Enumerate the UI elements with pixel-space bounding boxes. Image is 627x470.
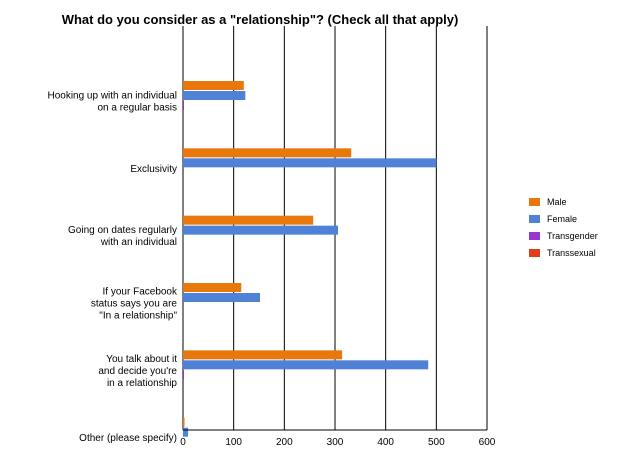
x-tick-label: 300 <box>327 437 344 448</box>
category-label: with an individual <box>100 237 177 248</box>
bar <box>183 293 261 302</box>
bar <box>183 81 244 90</box>
x-tick-label: 100 <box>225 437 242 448</box>
bar <box>183 370 185 380</box>
x-tick-label: 0 <box>180 437 186 448</box>
category-label: and decide you're <box>98 366 177 377</box>
bar <box>183 158 437 168</box>
bar <box>183 91 246 100</box>
bars-layer <box>183 81 437 437</box>
axis-layer: 0 100 200 300 400 500 600 Hooking up with an in… <box>47 91 495 449</box>
category-label: Going on dates regularly <box>68 225 177 236</box>
bar <box>183 417 185 427</box>
x-tick-label: 200 <box>276 437 293 448</box>
category-label: Other (please specify) <box>79 433 177 444</box>
legend-label: Transsexual <box>547 248 596 258</box>
category-label: "In a relationship" <box>99 311 177 322</box>
category-label: Exclusivity <box>130 164 177 175</box>
category-label: on a regular basis <box>98 103 178 114</box>
bar <box>183 225 339 235</box>
category-label: status says you are <box>91 299 178 310</box>
bar <box>183 427 189 437</box>
chart-title: What do you consider as a "relationship"… <box>61 12 459 27</box>
bar <box>183 148 352 158</box>
bar <box>183 350 343 360</box>
bar <box>183 360 429 370</box>
legend-label: Female <box>547 214 577 224</box>
legend-label: Male <box>547 197 567 207</box>
x-tick-label: 400 <box>377 437 394 448</box>
legend-swatch <box>529 249 540 257</box>
category-label: in a relationship <box>107 378 177 389</box>
bar <box>183 101 185 110</box>
category-label: Hooking up with an individual <box>47 91 177 102</box>
category-label: You talk about it <box>106 354 177 365</box>
x-tick-label: 600 <box>479 437 496 448</box>
legend-swatch <box>529 232 540 240</box>
legend-label: Transgender <box>547 231 598 241</box>
legend-swatch <box>529 198 540 206</box>
bar <box>183 283 242 292</box>
x-tick-label: 500 <box>428 437 445 448</box>
legend-swatch <box>529 215 540 223</box>
category-label: If your Facebook <box>103 287 178 298</box>
bar <box>183 215 314 225</box>
legend: Male Female Transgender Transsexual <box>529 197 598 258</box>
